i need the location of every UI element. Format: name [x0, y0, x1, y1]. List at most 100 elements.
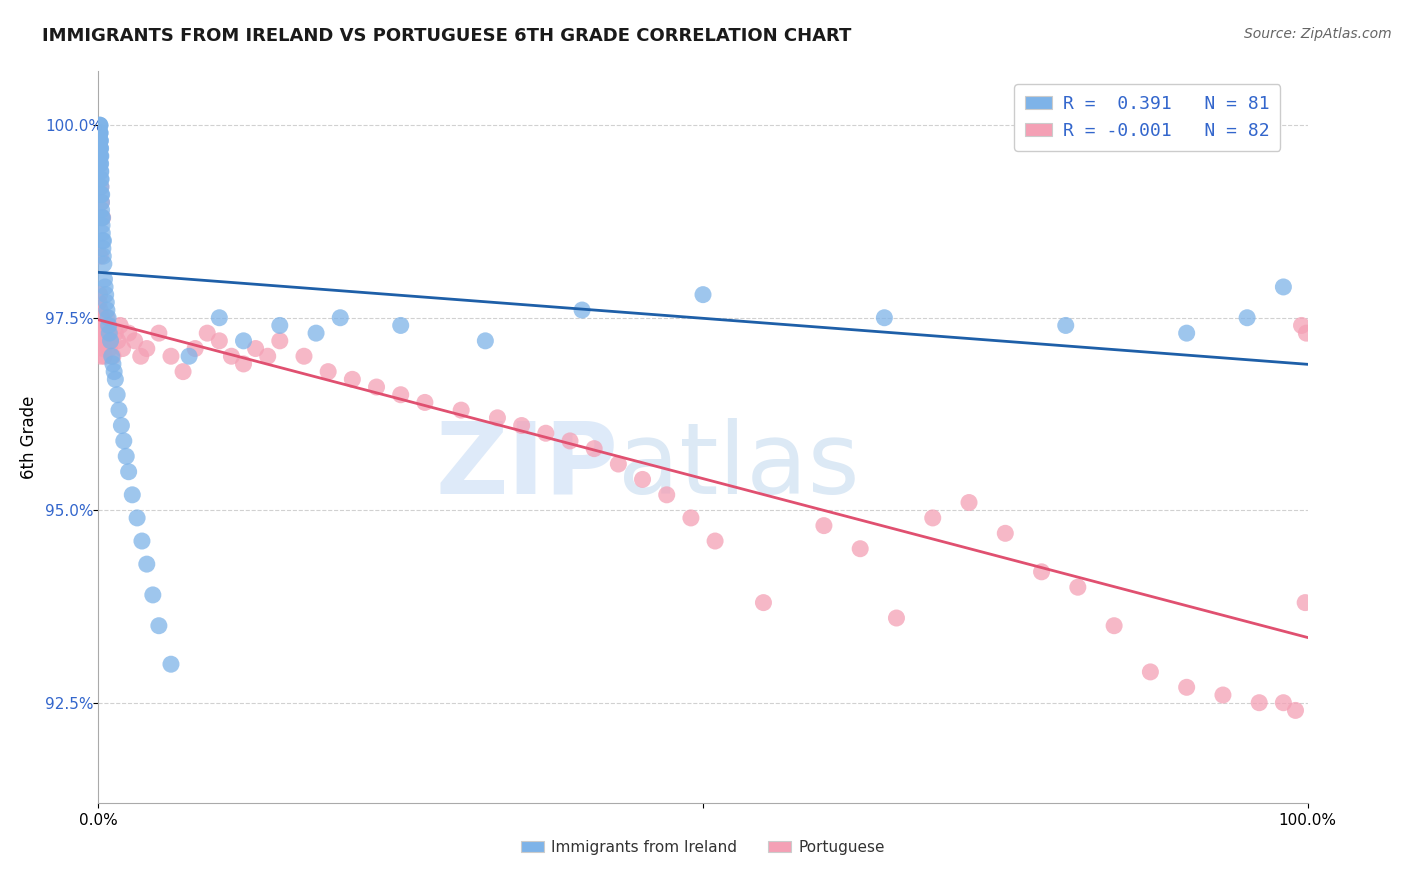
Point	[752, 596, 775, 610]
Point	[232, 334, 254, 348]
Point	[96, 334, 118, 348]
Point	[256, 349, 278, 363]
Point	[98, 342, 121, 356]
Point	[90, 179, 112, 194]
Point	[89, 141, 111, 155]
Point	[184, 342, 207, 356]
Point	[108, 318, 131, 333]
Point	[89, 310, 111, 325]
Point	[91, 219, 114, 233]
Point	[89, 126, 111, 140]
Point	[87, 295, 110, 310]
Point	[104, 326, 127, 340]
Point	[104, 372, 127, 386]
Point	[89, 149, 111, 163]
Point	[91, 234, 114, 248]
Text: ZIP: ZIP	[436, 417, 619, 515]
Point	[208, 334, 231, 348]
Point	[292, 349, 315, 363]
Point	[1236, 310, 1258, 325]
Point	[93, 349, 115, 363]
Point	[1031, 565, 1053, 579]
Point	[89, 118, 111, 132]
Point	[269, 334, 291, 348]
Point	[94, 287, 117, 301]
Point	[1175, 681, 1198, 695]
Point	[1054, 318, 1077, 333]
Point	[195, 326, 218, 340]
Point	[100, 334, 122, 348]
Point	[97, 326, 120, 340]
Point	[90, 195, 112, 210]
Point	[93, 234, 115, 248]
Point	[91, 211, 114, 225]
Point	[100, 334, 122, 348]
Point	[124, 334, 146, 348]
Point	[89, 303, 111, 318]
Point	[101, 349, 124, 363]
Point	[90, 202, 112, 217]
Point	[89, 141, 111, 155]
Point	[1291, 318, 1313, 333]
Point	[89, 118, 111, 132]
Point	[94, 318, 117, 333]
Point	[90, 211, 112, 225]
Point	[93, 272, 115, 286]
Point	[110, 418, 132, 433]
Point	[89, 157, 111, 171]
Point	[91, 326, 114, 340]
Point	[89, 157, 111, 171]
Point	[221, 349, 243, 363]
Point	[91, 310, 114, 325]
Point	[558, 434, 581, 448]
Point	[316, 365, 339, 379]
Point	[90, 326, 112, 340]
Point	[129, 349, 152, 363]
Point	[94, 326, 117, 340]
Point	[89, 134, 111, 148]
Point	[89, 126, 111, 140]
Point	[93, 334, 115, 348]
Point	[115, 450, 138, 464]
Point	[148, 618, 170, 632]
Point	[91, 249, 114, 263]
Point	[474, 334, 496, 348]
Y-axis label: 6th Grade: 6th Grade	[20, 395, 38, 479]
Point	[90, 172, 112, 186]
Point	[486, 410, 509, 425]
Text: IMMIGRANTS FROM IRELAND VS PORTUGUESE 6TH GRADE CORRELATION CHART: IMMIGRANTS FROM IRELAND VS PORTUGUESE 6T…	[42, 27, 852, 45]
Point	[179, 349, 201, 363]
Point	[305, 326, 328, 340]
Point	[1175, 326, 1198, 340]
Point	[389, 318, 412, 333]
Point	[450, 403, 472, 417]
Point	[90, 172, 112, 186]
Point	[1284, 703, 1306, 717]
Point	[172, 365, 194, 379]
Point	[89, 287, 111, 301]
Point	[1102, 618, 1125, 632]
Point	[90, 164, 112, 178]
Point	[96, 318, 118, 333]
Point	[91, 318, 114, 333]
Point	[89, 126, 111, 140]
Point	[90, 349, 112, 363]
Point	[100, 349, 122, 363]
Point	[583, 442, 606, 456]
Point	[90, 187, 112, 202]
Point	[97, 310, 120, 325]
Point	[112, 434, 135, 448]
Point	[208, 310, 231, 325]
Point	[160, 349, 183, 363]
Point	[131, 534, 153, 549]
Point	[704, 534, 727, 549]
Point	[1295, 326, 1317, 340]
Point	[366, 380, 388, 394]
Point	[87, 149, 110, 163]
Point	[90, 149, 112, 163]
Point	[89, 134, 111, 148]
Point	[342, 372, 364, 386]
Point	[692, 287, 714, 301]
Point	[107, 334, 129, 348]
Point	[89, 134, 111, 148]
